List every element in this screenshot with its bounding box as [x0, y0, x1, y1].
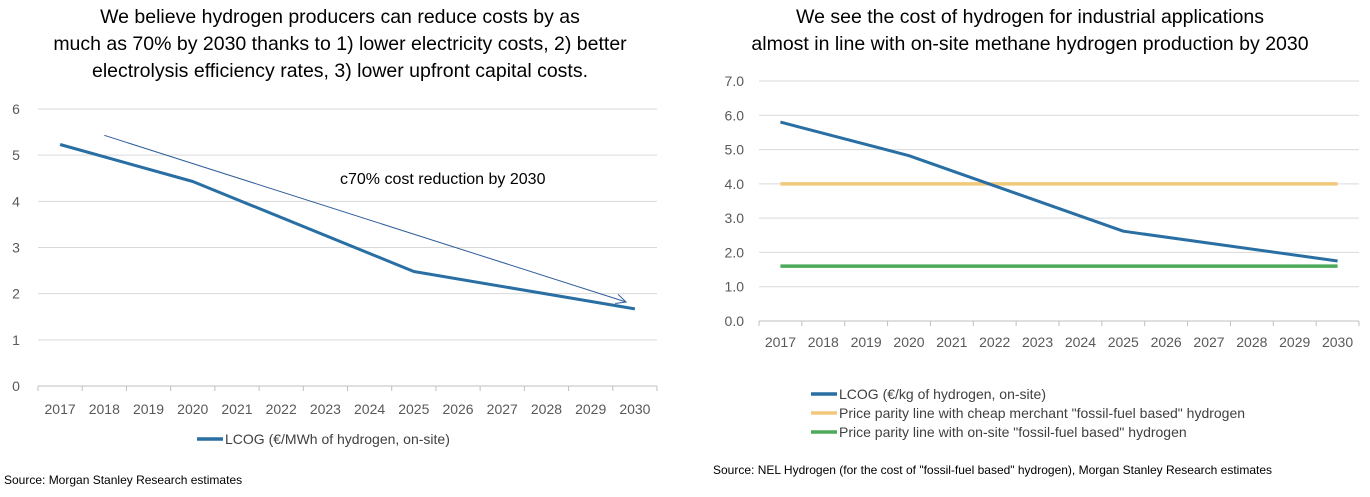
- x-tick-label: 2021: [221, 401, 252, 417]
- y-tick-label: 7.0: [725, 73, 745, 89]
- x-tick-label: 2027: [487, 401, 518, 417]
- left-title-line: electrolysis efficiency rates, 3) lower …: [91, 60, 588, 82]
- right-line-chart: 0.0 1.0 2.0 3.0 4.0 5.0 6.0 7.0 2017 2018 2019 2020…: [725, 73, 1360, 440]
- left-chart-title: We believe hydrogen producers can reduce…: [0, 4, 680, 85]
- x-tick-label: 2021: [936, 334, 967, 350]
- x-tick-label: 2026: [1151, 334, 1182, 350]
- x-tick-label: 2030: [1322, 334, 1353, 350]
- series-line: [59, 143, 636, 311]
- y-tick-label: 2: [12, 286, 20, 302]
- left-title-line: much as 70% by 2030 thanks to 1) lower e…: [53, 33, 627, 55]
- y-tick-label: 3: [12, 240, 20, 256]
- left-line-chart: 0 1 2 3 4 5 6 2017 2018 2019 2020 2021 2022 2023 2024 2…: [12, 101, 658, 447]
- x-tick-label: 2028: [1236, 334, 1267, 350]
- left-chart-panel: We believe hydrogen producers can reduce…: [0, 0, 680, 497]
- x-tick-label: 2017: [765, 334, 796, 350]
- x-tick-label: 2026: [442, 401, 473, 417]
- right-chart-panel: We see the cost of hydrogen for industri…: [690, 0, 1370, 497]
- y-tick-label: 5: [12, 147, 20, 163]
- y-tick-label: 0.0: [725, 313, 745, 329]
- x-tick-label: 2029: [575, 401, 606, 417]
- annotation-text: c70% cost reduction by 2030: [340, 171, 546, 188]
- x-tick-label: 2022: [266, 401, 297, 417]
- y-tick-label: 4.0: [725, 176, 745, 192]
- legend-label: LCOG (€/MWh of hydrogen, on-site): [225, 431, 450, 447]
- x-tick-label: 2025: [398, 401, 429, 417]
- y-tick-label: 6.0: [725, 107, 745, 123]
- x-tick-label: 2018: [808, 334, 839, 350]
- y-tick-label: 0: [12, 378, 20, 394]
- y-tick-label: 1: [12, 332, 20, 348]
- y-tick-label: 2.0: [725, 244, 745, 260]
- cost-reduction-arrow: [104, 134, 627, 303]
- arrow-head: [615, 294, 628, 305]
- x-tick-label: 2019: [851, 334, 882, 350]
- x-tick-label: 2017: [45, 401, 76, 417]
- x-tick-label: 2020: [177, 401, 208, 417]
- left-title-line: We believe hydrogen producers can reduce…: [100, 6, 580, 28]
- x-tick-label: 2019: [133, 401, 164, 417]
- y-tick-label: 1.0: [725, 279, 745, 295]
- y-tick-label: 5.0: [725, 142, 745, 158]
- y-tick-label: 6: [12, 101, 20, 117]
- x-tick-label: 2030: [619, 401, 650, 417]
- x-tick-label: 2023: [310, 401, 341, 417]
- x-tick-label: 2018: [89, 401, 120, 417]
- right-chart-title: We see the cost of hydrogen for industri…: [690, 4, 1370, 58]
- x-tick-label: 2028: [531, 401, 562, 417]
- series-line: [780, 120, 1338, 263]
- x-tick-label: 2027: [1193, 334, 1224, 350]
- right-source-note: Source: NEL Hydrogen (for the cost of "f…: [713, 463, 1273, 477]
- x-tick-label: 2024: [354, 401, 385, 417]
- left-source-note: Source: Morgan Stanley Research estimate…: [4, 473, 243, 487]
- x-tick-label: 2022: [979, 334, 1010, 350]
- x-tick-label: 2023: [1022, 334, 1053, 350]
- x-tick-label: 2025: [1108, 334, 1139, 350]
- right-title-line: We see the cost of hydrogen for industri…: [796, 6, 1264, 28]
- y-tick-label: 3.0: [725, 210, 745, 226]
- legend-label: Price parity line with cheap merchant "f…: [839, 405, 1245, 421]
- right-title-line: almost in line with on-site methane hydr…: [751, 33, 1309, 55]
- x-tick-label: 2024: [1065, 334, 1096, 350]
- legend-label: LCOG (€/kg of hydrogen, on-site): [839, 386, 1046, 402]
- x-tick-label: 2020: [893, 334, 924, 350]
- x-tick-label: 2029: [1279, 334, 1310, 350]
- y-tick-label: 4: [12, 193, 20, 209]
- legend-label: Price parity line with on-site "fossil-f…: [839, 424, 1187, 440]
